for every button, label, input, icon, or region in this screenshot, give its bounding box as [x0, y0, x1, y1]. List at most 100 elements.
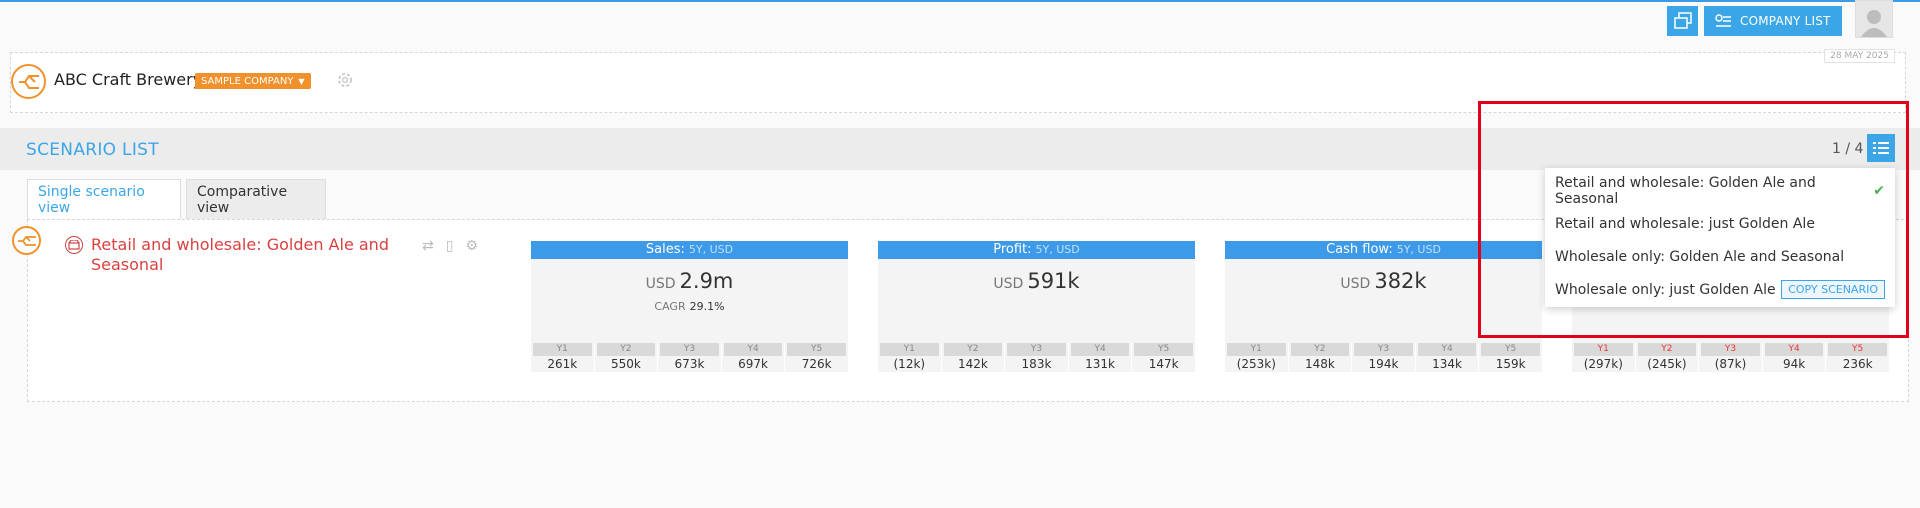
- year-cell: Y1 (12k): [878, 343, 942, 372]
- year-value: 134k: [1432, 357, 1462, 371]
- year-label: Y1: [1227, 343, 1286, 356]
- scenario-list-button[interactable]: [1867, 134, 1895, 162]
- year-value: (12k): [893, 357, 926, 371]
- year-value: 550k: [610, 357, 641, 371]
- year-label: Y1: [1574, 343, 1633, 356]
- year-label: Y5: [787, 343, 846, 356]
- shop-icon: [68, 240, 80, 250]
- card-header: Cash flow: 5Y, USD: [1225, 241, 1542, 259]
- swap-icon[interactable]: ⇄: [422, 238, 434, 254]
- year-cell: Y3 194k: [1352, 343, 1416, 372]
- cagr-value: 29.1%: [689, 300, 725, 313]
- year-value: 236k: [1842, 357, 1873, 371]
- card-body: USD 382k: [1225, 259, 1542, 343]
- year-label: Y5: [1828, 343, 1887, 356]
- caret-down-icon: ▼: [298, 76, 305, 86]
- cagr-label: CAGR: [654, 300, 686, 313]
- year-value: 148k: [1304, 357, 1335, 371]
- company-header: 28 MAY 2025 ABC Craft Brewery SAMPLE COM…: [10, 49, 1906, 113]
- tab-single-scenario[interactable]: Single scenario view: [27, 179, 181, 219]
- year-value: (245k): [1647, 357, 1687, 371]
- year-label: Y2: [1637, 343, 1697, 356]
- year-label: Y4: [723, 343, 783, 356]
- scenario-tools: ⇄ ▯ ⚙: [422, 238, 478, 254]
- year-label: Y1: [533, 343, 592, 356]
- year-cell: Y3 (87k): [1699, 343, 1763, 372]
- year-label: Y5: [1134, 343, 1193, 356]
- year-cell: Y3 673k: [658, 343, 722, 372]
- dropdown-item[interactable]: Wholesale only: just Golden Ale COPY SCE…: [1555, 273, 1885, 306]
- card-years: Y1 (253k) Y2 148k Y3 194k Y4 134k Y5 159k: [1225, 343, 1542, 372]
- year-label: Y2: [943, 343, 1003, 356]
- card-title: Profit:: [993, 242, 1032, 257]
- scenario-flow-icon: [12, 226, 41, 255]
- check-icon: ✔: [1873, 182, 1885, 199]
- multi-window-icon: [1673, 12, 1692, 29]
- year-label: Y3: [1354, 343, 1413, 356]
- windows-button[interactable]: [1667, 6, 1698, 36]
- card-subtitle: 5Y, USD: [1035, 243, 1080, 256]
- year-cell: Y4 131k: [1069, 343, 1133, 372]
- sample-company-badge[interactable]: SAMPLE COMPANY ▼: [195, 73, 311, 89]
- user-avatar[interactable]: [1855, 0, 1893, 38]
- card-header: Profit: 5Y, USD: [878, 241, 1195, 259]
- document-icon[interactable]: ▯: [445, 238, 454, 254]
- card-body: USD 2.9m CAGR 29.1%: [531, 259, 848, 343]
- scenario-type-icon: [65, 236, 83, 254]
- sales-card: Sales: 5Y, USD USD 2.9m CAGR 29.1% Y1 261k Y…: [531, 241, 848, 372]
- card-currency: USD: [645, 276, 676, 292]
- date-label: 28 MAY 2025: [1824, 49, 1895, 63]
- scenario-count: 1 / 4: [1832, 141, 1864, 157]
- year-value: (87k): [1714, 357, 1747, 371]
- card-title: Cash flow:: [1326, 242, 1393, 257]
- year-value: (297k): [1583, 357, 1623, 371]
- year-value: 726k: [801, 357, 832, 371]
- year-cell: Y5 236k: [1826, 343, 1889, 372]
- top-accent-line: [0, 0, 1920, 2]
- scenario-list-title: SCENARIO LIST: [26, 140, 159, 160]
- year-cell: Y2 550k: [595, 343, 659, 372]
- year-value: 697k: [738, 357, 768, 371]
- year-label: Y4: [1417, 343, 1477, 356]
- company-list-icon: [1715, 14, 1731, 27]
- dropdown-item-label: Wholesale only: Golden Ale and Seasonal: [1555, 248, 1845, 265]
- dropdown-item[interactable]: Retail and wholesale: just Golden Ale: [1555, 207, 1885, 240]
- gear-icon: [338, 73, 352, 87]
- cash-flow-card: Cash flow: 5Y, USD USD 382k Y1 (253k) Y2 148…: [1225, 241, 1542, 372]
- dropdown-item-label: Retail and wholesale: just Golden Ale: [1555, 215, 1815, 232]
- year-cell: Y4 697k: [722, 343, 786, 372]
- year-value: 183k: [1021, 357, 1052, 371]
- card-header: Sales: 5Y, USD: [531, 241, 848, 259]
- sample-company-label: SAMPLE COMPANY: [201, 75, 294, 87]
- company-logo: [11, 64, 46, 99]
- year-cell: Y2 (245k): [1636, 343, 1700, 372]
- user-icon: [1861, 10, 1887, 37]
- dropdown-item-label: Retail and wholesale: Golden Ale and Sea…: [1555, 174, 1816, 207]
- tab-comparative[interactable]: Comparative view: [186, 179, 326, 219]
- scenario-name[interactable]: Retail and wholesale: Golden Ale and Sea…: [91, 235, 389, 274]
- card-title: Sales:: [645, 242, 685, 257]
- company-list-label: COMPANY LIST: [1740, 14, 1831, 28]
- dropdown-item-label: Wholesale only: just Golden Ale: [1555, 281, 1776, 298]
- card-years: Y1 261k Y2 550k Y3 673k Y4 697k Y5 726k: [531, 343, 848, 372]
- year-cell: Y5 147k: [1132, 343, 1195, 372]
- year-cell: Y5 726k: [785, 343, 848, 372]
- gear-icon[interactable]: ⚙: [465, 238, 479, 254]
- card-years: Y1 (12k) Y2 142k Y3 183k Y4 131k Y5 147k: [878, 343, 1195, 372]
- list-icon: [1873, 142, 1889, 154]
- card-value: 382k: [1374, 269, 1427, 293]
- company-settings-button[interactable]: [336, 71, 354, 93]
- year-value: 142k: [957, 357, 988, 371]
- year-label: Y5: [1481, 343, 1540, 356]
- year-label: Y2: [1290, 343, 1350, 356]
- year-label: Y3: [1007, 343, 1066, 356]
- year-value: 94k: [1782, 357, 1806, 371]
- year-value: 131k: [1085, 357, 1115, 371]
- year-value: (253k): [1236, 357, 1276, 371]
- dropdown-item[interactable]: Wholesale only: Golden Ale and Seasonal: [1555, 240, 1885, 273]
- scenario-list-bar: SCENARIO LIST 1 / 4: [0, 128, 1920, 170]
- company-list-button[interactable]: COMPANY LIST: [1704, 6, 1842, 36]
- copy-scenario-button[interactable]: COPY SCENARIO: [1781, 280, 1885, 299]
- card-currency: USD: [993, 276, 1024, 292]
- dropdown-item[interactable]: Retail and wholesale: Golden Ale and Sea…: [1555, 174, 1885, 207]
